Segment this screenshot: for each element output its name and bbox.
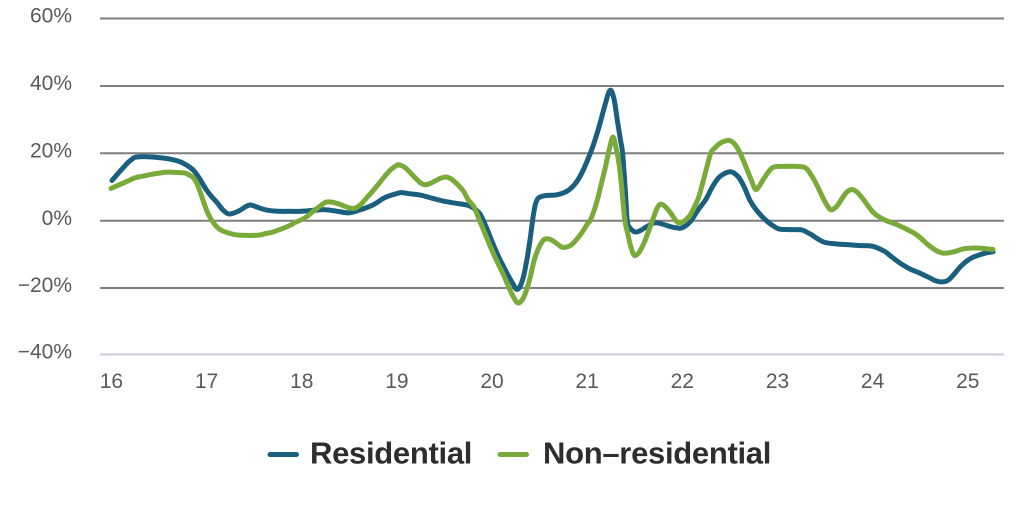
svg-text:19: 19 xyxy=(385,370,408,393)
svg-text:−20%: −20% xyxy=(18,274,72,297)
svg-text:23: 23 xyxy=(766,370,789,393)
svg-text:20%: 20% xyxy=(30,139,72,162)
svg-text:−40%: −40% xyxy=(18,341,72,364)
svg-text:Non–residential: Non–residential xyxy=(543,436,771,471)
svg-text:20: 20 xyxy=(480,370,503,393)
svg-text:17: 17 xyxy=(195,370,218,393)
svg-text:0%: 0% xyxy=(42,207,72,230)
svg-text:40%: 40% xyxy=(30,72,72,95)
svg-text:60%: 60% xyxy=(30,5,72,28)
svg-text:16: 16 xyxy=(100,370,123,393)
svg-text:22: 22 xyxy=(671,370,694,393)
svg-text:18: 18 xyxy=(290,370,313,393)
svg-text:21: 21 xyxy=(575,370,598,393)
svg-text:25: 25 xyxy=(956,370,979,393)
svg-text:Residential: Residential xyxy=(310,436,472,471)
svg-text:24: 24 xyxy=(861,370,885,393)
